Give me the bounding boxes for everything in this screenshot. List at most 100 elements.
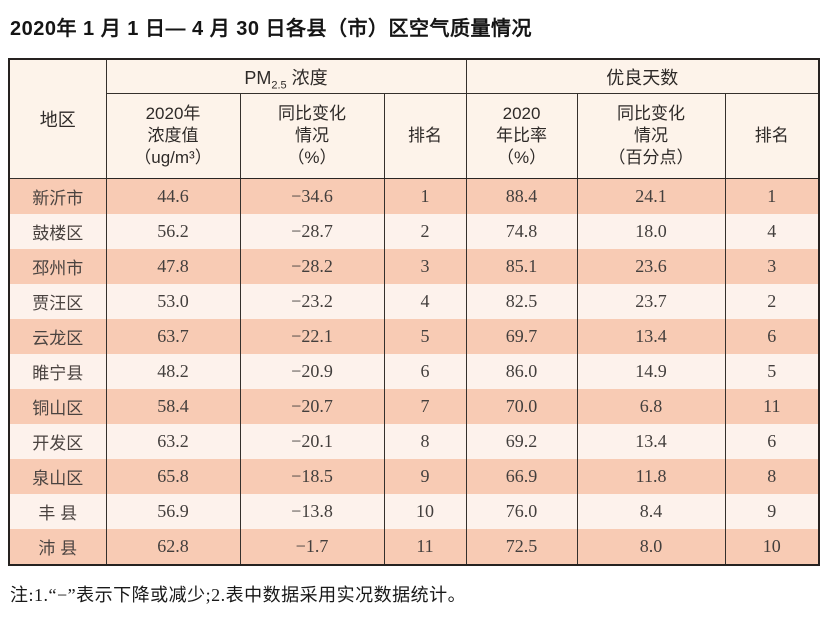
table-row: 铜山区 58.4 −20.7 7 70.0 6.8 11 [8,389,820,424]
header-group-good-days: 优良天数 [465,59,820,94]
cell-pm_change: −13.8 [239,494,385,529]
table-row: 沛 县 62.8 −1.7 11 72.5 8.0 10 [8,529,820,565]
cell-pm_rank: 6 [383,354,467,389]
cell-good_rate: 72.5 [465,529,578,565]
table-row: 睢宁县 48.2 −20.9 6 86.0 14.9 5 [8,354,820,389]
cell-pm_change: −20.1 [239,424,385,459]
cell-pm_rank: 9 [383,459,467,494]
cell-pm_rank: 5 [383,319,467,354]
header-region: 地区 [8,59,107,179]
cell-pm_change: −20.7 [239,389,385,424]
cell-region: 云龙区 [8,319,107,354]
cell-pm_value: 48.2 [105,354,241,389]
pm-label: PM [244,67,272,88]
cell-region: 铜山区 [8,389,107,424]
cell-pm_rank: 3 [383,249,467,284]
cell-pm_change: −23.2 [239,284,385,319]
table-row: 丰 县 56.9 −13.8 10 76.0 8.4 9 [8,494,820,529]
cell-good_change: 14.9 [576,354,726,389]
cell-good_rank: 3 [724,249,820,284]
table-row: 泉山区 65.8 −18.5 9 66.9 11.8 8 [8,459,820,494]
cell-good_change: 8.0 [576,529,726,565]
cell-good_change: 23.6 [576,249,726,284]
cell-region: 睢宁县 [8,354,107,389]
cell-pm_value: 62.8 [105,529,241,565]
cell-good_rank: 11 [724,389,820,424]
cell-region: 邳州市 [8,249,107,284]
table-header: 地区 PM2.5 浓度 优良天数 2020年 浓度值 （ug/m³） 同比变化 … [8,59,820,179]
cell-pm_value: 47.8 [105,249,241,284]
pm-subscript: 2.5 [271,79,287,92]
table-row: 开发区 63.2 −20.1 8 69.2 13.4 6 [8,424,820,459]
footnote: 注:1.“−”表示下降或减少;2.表中数据采用实况数据统计。 [10,585,467,605]
cell-pm_change: −20.9 [239,354,385,389]
table-row: 新沂市 44.6 −34.6 1 88.4 24.1 1 [8,178,820,214]
header-group-row: 地区 PM2.5 浓度 优良天数 [8,59,820,179]
cell-pm_rank: 7 [383,389,467,424]
cell-pm_rank: 1 [383,178,467,214]
cell-good_change: 13.4 [576,424,726,459]
cell-pm_value: 63.7 [105,319,241,354]
cell-pm_change: −18.5 [239,459,385,494]
cell-good_change: 8.4 [576,494,726,529]
cell-good_rank: 5 [724,354,820,389]
cell-good_rate: 88.4 [465,178,578,214]
cell-region: 沛 县 [8,529,107,565]
cell-pm_value: 65.8 [105,459,241,494]
air-quality-table: 地区 PM2.5 浓度 优良天数 2020年 浓度值 （ug/m³） 同比变化 … [8,58,821,566]
cell-region: 鼓楼区 [8,214,107,249]
header-good-rate: 2020 年比率 （%） [465,93,578,179]
cell-region: 开发区 [8,424,107,459]
cell-good_rate: 86.0 [465,354,578,389]
cell-good_rate: 66.9 [465,459,578,494]
cell-pm_rank: 11 [383,529,467,565]
cell-good_rank: 9 [724,494,820,529]
cell-good_rate: 82.5 [465,284,578,319]
cell-good_rate: 76.0 [465,494,578,529]
cell-region: 泉山区 [8,459,107,494]
cell-good_change: 6.8 [576,389,726,424]
table-row: 云龙区 63.7 −22.1 5 69.7 13.4 6 [8,319,820,354]
cell-pm_rank: 8 [383,424,467,459]
cell-good_change: 23.7 [576,284,726,319]
page-title: 2020年 1 月 1 日— 4 月 30 日各县（市）区空气质量情况 [10,18,533,40]
cell-good_change: 18.0 [576,214,726,249]
cell-good_rate: 74.8 [465,214,578,249]
pm-label-rest: 浓度 [286,67,328,88]
cell-good_rate: 69.2 [465,424,578,459]
cell-pm_value: 53.0 [105,284,241,319]
table-body: 新沂市 44.6 −34.6 1 88.4 24.1 1 鼓楼区 56.2 −28.7 2 74.8 1… [8,178,820,565]
header-group-pm25: PM2.5 浓度 [105,59,467,94]
table-row: 贾汪区 53.0 −23.2 4 82.5 23.7 2 [8,284,820,319]
cell-good_rank: 10 [724,529,820,565]
header-good-change: 同比变化 情况 （百分点） [576,93,726,179]
cell-pm_rank: 4 [383,284,467,319]
cell-pm_change: −22.1 [239,319,385,354]
header-good-rank: 排名 [724,93,820,179]
cell-good_rank: 6 [724,319,820,354]
cell-good_rate: 70.0 [465,389,578,424]
cell-pm_rank: 2 [383,214,467,249]
cell-pm_value: 63.2 [105,424,241,459]
cell-pm_value: 56.9 [105,494,241,529]
cell-pm_change: −34.6 [239,178,385,214]
cell-good_rank: 8 [724,459,820,494]
cell-pm_change: −28.7 [239,214,385,249]
cell-pm_value: 58.4 [105,389,241,424]
cell-good_change: 24.1 [576,178,726,214]
header-pm-value: 2020年 浓度值 （ug/m³） [105,93,241,179]
cell-good_rank: 1 [724,178,820,214]
cell-good_rank: 4 [724,214,820,249]
table-row: 鼓楼区 56.2 −28.7 2 74.8 18.0 4 [8,214,820,249]
cell-region: 新沂市 [8,178,107,214]
cell-region: 贾汪区 [8,284,107,319]
header-sub-row: 2020年 浓度值 （ug/m³） 同比变化 情况 （%） 排名 2020 年比… [9,93,820,179]
cell-good_rate: 85.1 [465,249,578,284]
cell-good_change: 11.8 [576,459,726,494]
cell-good_rank: 2 [724,284,820,319]
cell-pm_change: −1.7 [239,529,385,565]
cell-pm_value: 44.6 [105,178,241,214]
cell-pm_change: −28.2 [239,249,385,284]
cell-pm_value: 56.2 [105,214,241,249]
header-pm-rank: 排名 [383,93,467,179]
